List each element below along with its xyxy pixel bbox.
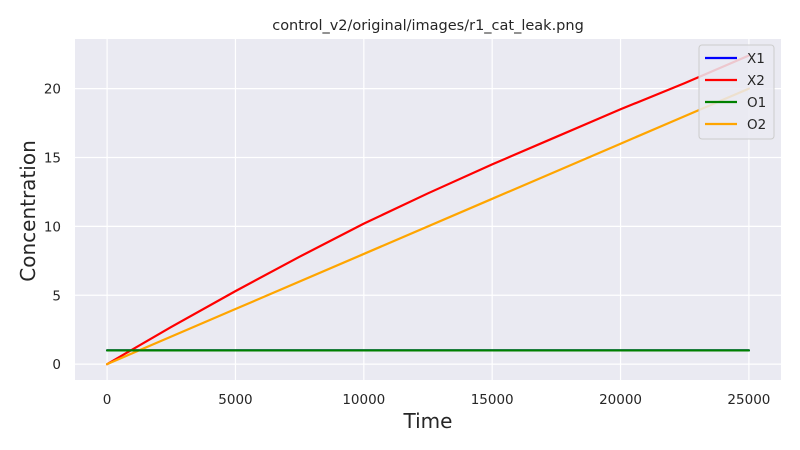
x-tick-label: 10000 bbox=[342, 392, 385, 408]
legend-label-x2: X2 bbox=[747, 73, 765, 89]
chart-title: control_v2/original/images/r1_cat_leak.p… bbox=[272, 18, 584, 34]
x-tick-label: 15000 bbox=[471, 392, 514, 408]
series-line-x2 bbox=[105, 54, 751, 366]
legend-label-o2: O2 bbox=[747, 117, 766, 133]
x-tick-label: 0 bbox=[103, 392, 112, 408]
y-tick-label: 20 bbox=[44, 82, 61, 98]
legend-label-x1: X1 bbox=[747, 51, 765, 67]
x-tick-label: 20000 bbox=[599, 392, 642, 408]
x-axis-label: Time bbox=[403, 409, 453, 433]
y-axis-label: Concentration bbox=[16, 140, 40, 281]
y-tick-label: 0 bbox=[52, 357, 61, 373]
x-tick-labels: 0 5000 10000 15000 20000 25000 bbox=[103, 392, 771, 408]
x-tick-label: 5000 bbox=[218, 392, 252, 408]
y-tick-label: 5 bbox=[52, 288, 61, 304]
y-tick-label: 15 bbox=[44, 150, 61, 166]
x-tick-label: 25000 bbox=[727, 392, 770, 408]
y-tick-labels: 0 5 10 15 20 bbox=[44, 82, 61, 374]
plot-area bbox=[75, 39, 781, 380]
legend-box bbox=[698, 44, 775, 140]
grid bbox=[75, 39, 781, 380]
y-tick-label: 10 bbox=[44, 219, 61, 235]
series-line-o2 bbox=[105, 87, 751, 366]
series-lines bbox=[105, 54, 751, 366]
legend: X1 X2 O1 O2 bbox=[698, 44, 775, 140]
legend-label-o1: O1 bbox=[747, 95, 766, 111]
